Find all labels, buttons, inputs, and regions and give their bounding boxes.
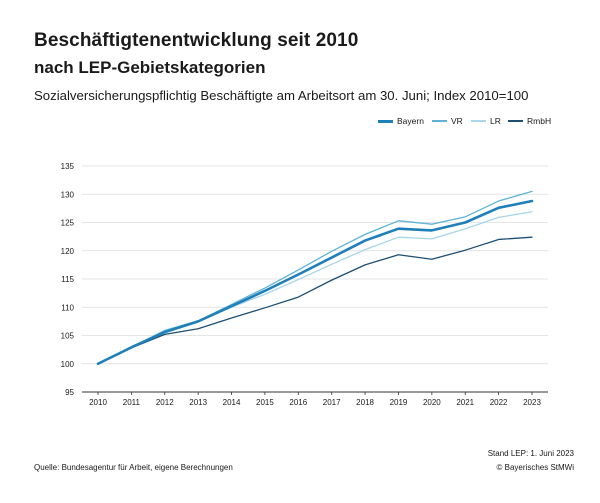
y-tick-label: 115 [61,275,74,284]
series-line-rmbh [97,236,533,365]
y-tick-label: 100 [61,360,75,369]
y-tick-label: 95 [65,388,74,397]
x-tick-label: 2010 [89,398,107,407]
legend-item-rmbh: RmbH [508,116,551,126]
legend-label-vr: VR [451,116,463,126]
x-tick-label: 2011 [123,398,141,407]
x-tick-label: 2022 [490,398,508,407]
x-tick-label: 2019 [390,398,408,407]
legend-swatch-bayern [378,119,393,123]
y-tick-label: 110 [61,303,74,312]
x-tick-label: 2014 [223,398,241,407]
legend-label-lr: LR [490,116,501,126]
x-tick-label: 2023 [523,398,541,407]
series-lines [96,190,534,366]
stand-note: Stand LEP: 1. Juni 2023 [487,449,574,458]
x-tick-label: 2020 [423,398,441,407]
chart-description: Sozialversicherungspflichtig Beschäftigt… [34,88,529,103]
y-tick-label: 105 [61,332,75,341]
y-tick-label: 135 [61,162,75,171]
series-line-bayern [96,199,534,366]
x-tick-label: 2016 [289,398,307,407]
legend-label-bayern: Bayern [397,116,424,126]
chart-title: Beschäftigtenentwicklung seit 2010 [34,30,359,51]
source-note: Quelle: Bundesagentur für Arbeit, eigene… [34,463,233,472]
chart-axes [82,391,548,395]
tick-labels: 95 100 105 110 115 120 125 130 135 2010 2011 2012 20… [61,162,542,407]
series-line-lr [97,211,533,365]
legend-label-rmbh: RmbH [527,116,552,126]
x-tick-label: 2021 [456,398,474,407]
series-line-vr [97,190,533,365]
legend-swatch-lr [471,120,486,122]
grid-lines [82,165,548,365]
y-tick-label: 130 [61,190,75,199]
x-tick-label: 2018 [356,398,374,407]
legend-swatch-rmbh [508,120,523,122]
chart-subtitle: nach LEP-Gebietskategorien [34,58,266,77]
x-tick-label: 2013 [189,398,207,407]
x-tick-label: 2015 [256,398,274,407]
legend-item-bayern: Bayern [378,116,424,126]
x-tick-label: 2012 [156,398,174,407]
y-tick-label: 120 [61,247,75,256]
legend-item-vr: VR [432,116,463,126]
legend-swatch-vr [432,120,447,122]
copyright-note: © Bayerisches StMWi [496,463,574,472]
x-tick-label: 2017 [323,398,341,407]
chart-legend: Bayern VR LR RmbH [0,116,600,132]
legend-item-lr: LR [471,116,501,126]
y-tick-label: 125 [61,219,75,228]
